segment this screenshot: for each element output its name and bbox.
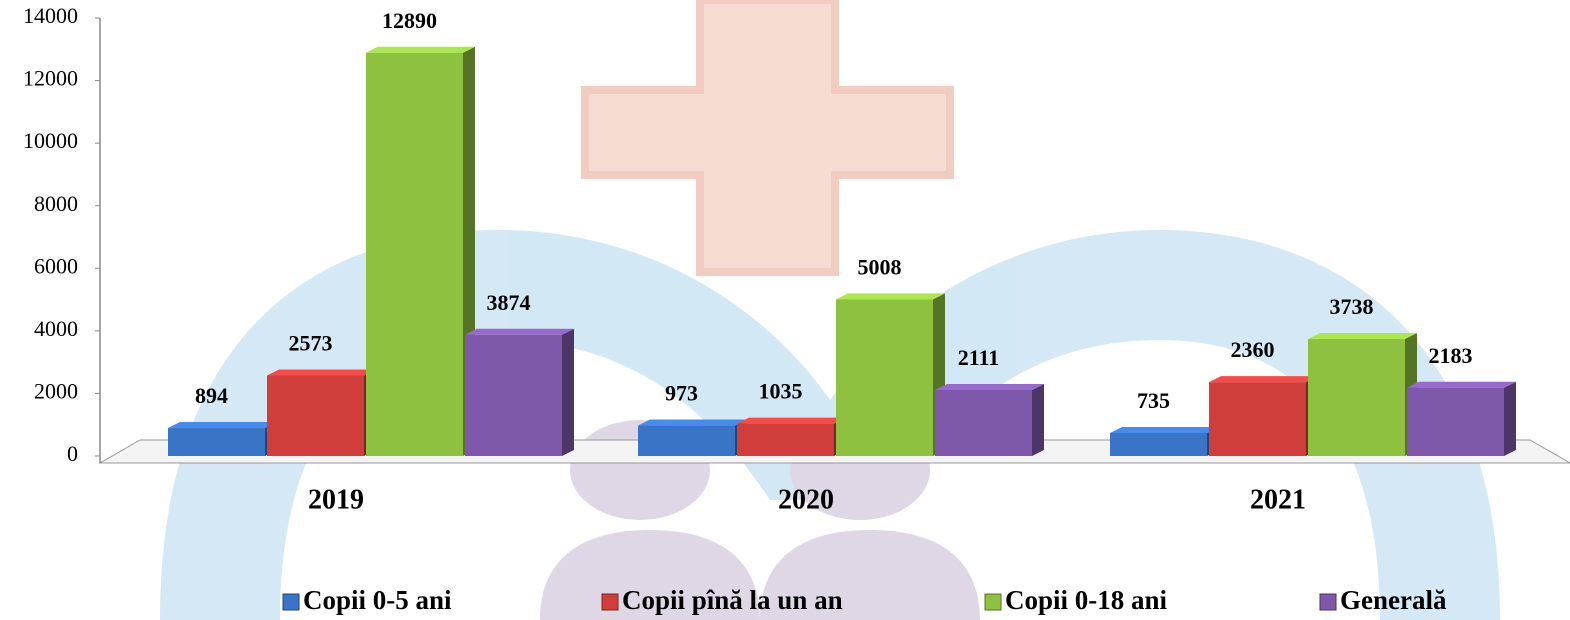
bar-top [737, 418, 846, 424]
bar [1407, 388, 1504, 456]
bar [366, 53, 463, 456]
y-tick-label: 8000 [34, 191, 78, 216]
value-label: 2111 [958, 345, 1000, 370]
value-label: 2360 [1231, 337, 1275, 362]
value-label: 973 [665, 381, 698, 406]
bar-top [935, 384, 1044, 390]
legend-swatch [602, 594, 618, 610]
value-label: 894 [195, 383, 228, 408]
watermark [160, 0, 1500, 620]
watermark-cross [585, 0, 950, 272]
y-tick-label: 6000 [34, 253, 78, 278]
y-tick-label: 2000 [34, 378, 78, 403]
bar [1110, 433, 1207, 456]
bar [267, 376, 364, 456]
bar-top [836, 293, 945, 299]
y-tick-label: 4000 [34, 316, 78, 341]
bar-top [1308, 333, 1417, 339]
bar [1209, 382, 1306, 456]
bar-top [1407, 382, 1516, 388]
legend-label: Generală [1340, 585, 1447, 615]
legend-label: Copii 0-5 ani [303, 585, 452, 615]
bar-top [267, 370, 376, 376]
legend-swatch [1320, 594, 1336, 610]
bar [638, 426, 735, 456]
bar-top [168, 422, 277, 428]
value-label: 2183 [1429, 343, 1473, 368]
value-label: 5008 [858, 254, 902, 279]
value-label: 12890 [382, 8, 437, 33]
y-tick-label: 12000 [23, 66, 78, 91]
bar-top [1209, 376, 1318, 382]
x-tick-label: 2019 [308, 484, 364, 515]
legend-label: Copii 0-18 ani [1005, 585, 1168, 615]
value-label: 735 [1137, 388, 1170, 413]
value-label: 3738 [1330, 294, 1374, 319]
x-tick-label: 2021 [1250, 484, 1306, 515]
y-tick-label: 14000 [23, 3, 78, 28]
value-label: 2573 [289, 331, 333, 356]
bar-side [1032, 384, 1044, 456]
chart: 0 2000 4000 6000 8000 10000 12000 14000 894 2573 1… [0, 0, 1570, 620]
legend-swatch [985, 594, 1001, 610]
bar-top [366, 47, 475, 53]
value-label: 1035 [759, 379, 803, 404]
y-tick-label: 10000 [23, 128, 78, 153]
bar [935, 390, 1032, 456]
x-tick-label: 2020 [778, 484, 834, 515]
bar [737, 424, 834, 456]
bar-top [638, 420, 747, 426]
bar [168, 428, 265, 456]
legend-label: Copii pînă la un an [622, 585, 843, 615]
bar-top [1110, 427, 1219, 433]
bar-side [562, 329, 574, 456]
bar-side [1504, 382, 1516, 456]
bar [1308, 339, 1405, 456]
bar [836, 299, 933, 456]
bar-top [465, 329, 574, 335]
bar [465, 335, 562, 456]
legend-swatch [283, 594, 299, 610]
value-label: 3874 [487, 290, 531, 315]
y-tick-label: 0 [67, 441, 78, 466]
